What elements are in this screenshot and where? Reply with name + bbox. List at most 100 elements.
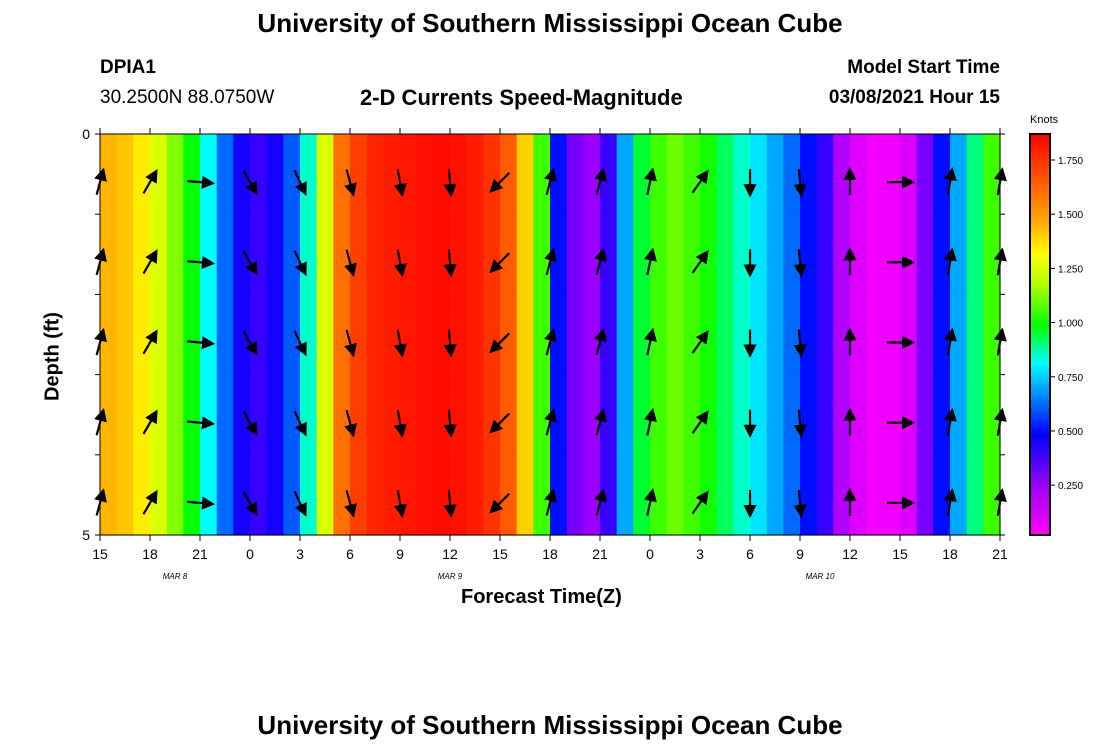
heatmap-cell — [233, 294, 251, 376]
heatmap-cell — [800, 294, 818, 376]
x-tick-label: 18 — [942, 546, 958, 562]
heatmap-cell — [116, 374, 134, 456]
x-tick-label: 3 — [296, 546, 304, 562]
heatmap-cell — [550, 454, 568, 536]
heatmap-cell — [133, 214, 151, 295]
heatmap-cell — [633, 214, 651, 295]
heatmap-cell — [700, 134, 718, 215]
current-arrow — [443, 249, 457, 278]
x-tick-label: 21 — [192, 546, 208, 562]
current-arrow — [643, 488, 657, 516]
y-axis: 05 — [82, 126, 1005, 543]
heatmap-cell — [483, 454, 501, 536]
x-tick-label: 21 — [992, 546, 1008, 562]
heatmap-cell — [700, 454, 718, 536]
heatmap-cell — [266, 374, 284, 456]
current-arrow — [691, 410, 709, 434]
current-arrows — [94, 166, 1007, 519]
heatmap-cell — [666, 134, 684, 215]
current-arrow — [544, 408, 557, 436]
current-arrow — [344, 409, 357, 438]
heatmap-cell — [400, 294, 418, 376]
station-id: DPIA1 — [100, 57, 156, 78]
current-arrow — [594, 327, 607, 356]
current-arrow — [943, 407, 957, 436]
heatmap-cell — [916, 374, 934, 456]
current-arrow — [943, 327, 957, 356]
heatmap-cell — [416, 214, 434, 295]
heatmap-cell — [433, 374, 451, 456]
x-tick-label: 0 — [246, 546, 254, 562]
heatmap-cell — [766, 454, 784, 536]
heatmap-cell — [666, 454, 684, 536]
heatmap-cell — [616, 134, 634, 215]
heatmap-cell — [350, 294, 368, 376]
heatmap-cell — [700, 214, 718, 295]
heatmap-cell — [750, 374, 768, 456]
heatmap-cell — [633, 294, 651, 376]
heatmap-cell — [150, 454, 168, 536]
current-arrow — [186, 496, 216, 510]
current-arrow — [242, 170, 258, 196]
heatmap-cell — [650, 374, 668, 456]
heatmap-cell — [533, 294, 551, 376]
heatmap-cell — [850, 454, 868, 536]
x-tick-label: 6 — [746, 546, 754, 562]
heatmap-cell — [100, 214, 118, 295]
current-arrow — [293, 490, 307, 517]
heatmap-cell — [550, 294, 568, 376]
current-arrow — [594, 408, 607, 436]
heatmap-cell — [766, 134, 784, 215]
heatmap-cell — [116, 214, 134, 295]
heatmap-cell — [566, 294, 584, 376]
heatmap-cell — [300, 454, 318, 536]
heatmap-cell — [150, 294, 168, 376]
heatmap-cell — [200, 454, 218, 536]
heatmap-cell — [450, 134, 468, 215]
current-arrow — [793, 249, 807, 278]
heatmap-cell — [750, 294, 768, 376]
x-tick-label: 15 — [892, 546, 908, 562]
heatmap-cell — [983, 374, 1001, 456]
heatmap-cell — [316, 214, 334, 295]
heatmap-cell — [133, 374, 151, 456]
current-arrow — [393, 409, 407, 438]
heatmap-cell — [300, 134, 318, 215]
heatmap-cell — [666, 214, 684, 295]
heatmap-cell — [683, 214, 701, 295]
x-tick-label: 15 — [92, 546, 108, 562]
x-axis-title: Forecast Time(Z) — [461, 586, 622, 608]
heatmap-cell — [900, 294, 918, 376]
heatmap-cell — [716, 134, 734, 215]
heatmap-cell — [116, 134, 134, 215]
heatmap-cell — [516, 374, 534, 456]
heatmap-cell — [583, 454, 601, 536]
heatmap-cell — [466, 134, 484, 215]
current-arrow — [643, 327, 657, 356]
heatmap-cell — [366, 214, 384, 295]
heatmap-cell — [550, 214, 568, 295]
heatmap-cell — [216, 374, 234, 456]
colorbar-tick-label: 0.250 — [1058, 481, 1083, 492]
heatmap-cell — [733, 214, 751, 295]
current-arrow — [643, 167, 657, 196]
heatmap-cell — [883, 294, 901, 376]
heatmap-cell — [483, 214, 501, 295]
heatmap-cell — [766, 214, 784, 295]
heatmap-cell — [816, 454, 834, 536]
heatmap-cell — [683, 134, 701, 215]
heatmap-cell — [850, 374, 868, 456]
current-arrow — [793, 329, 807, 358]
current-arrow — [489, 172, 510, 193]
date-label: MAR 10 — [806, 572, 835, 581]
heatmap-cell — [416, 294, 434, 376]
heatmap-cell — [250, 374, 268, 456]
heatmap-cell — [600, 454, 618, 536]
current-arrow — [691, 169, 709, 194]
heatmap-cell — [833, 294, 851, 376]
heatmap-cell — [766, 294, 784, 376]
heatmap-cell — [783, 454, 801, 536]
heatmap-cell — [966, 294, 984, 376]
current-arrow — [242, 410, 258, 436]
heatmap-cell — [933, 454, 951, 536]
